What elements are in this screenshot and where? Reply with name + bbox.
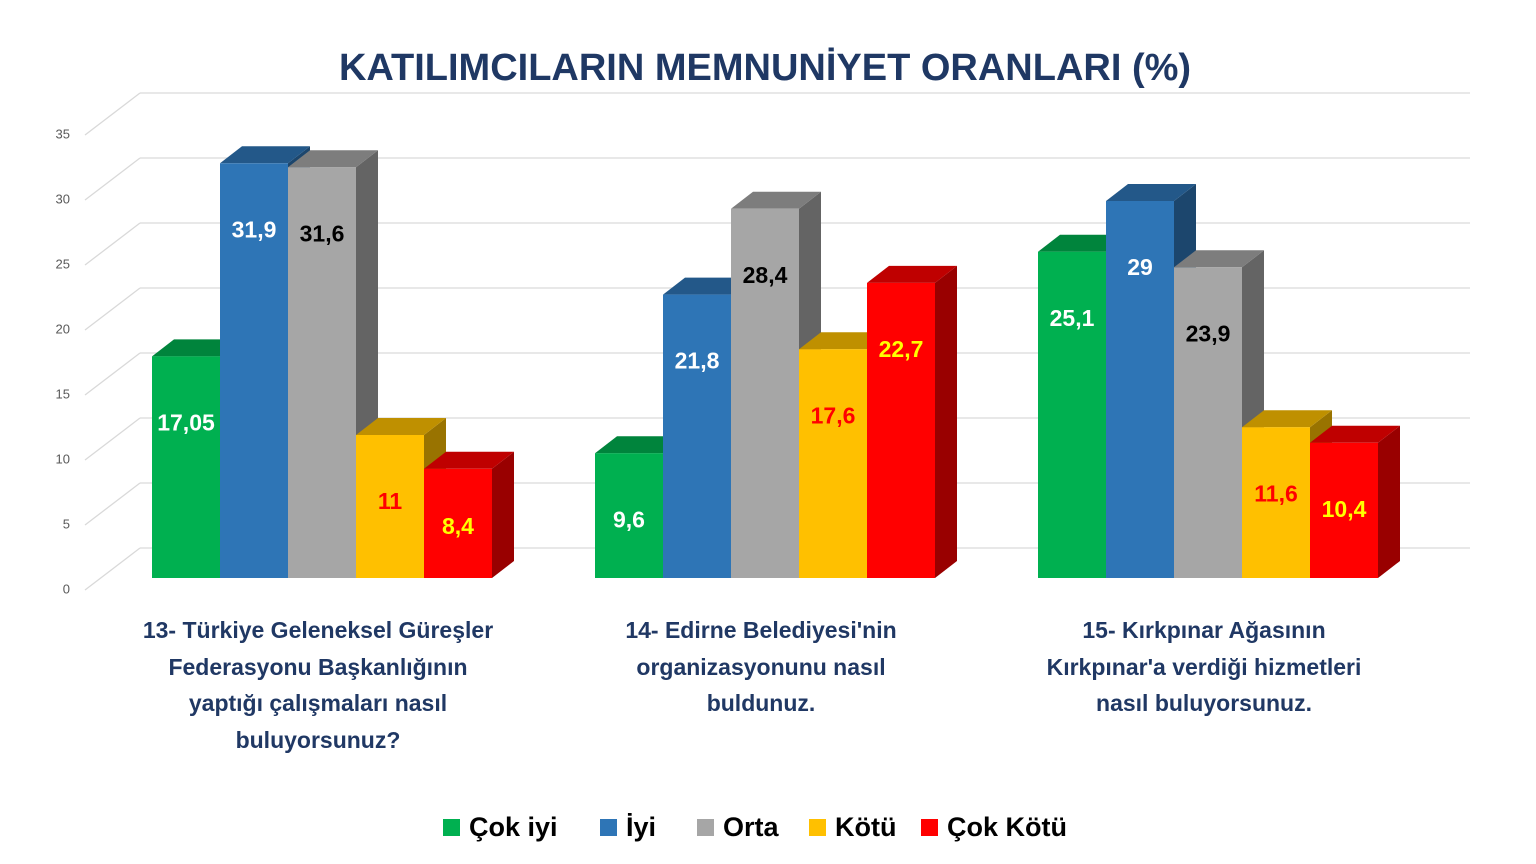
legend-swatch xyxy=(443,819,460,836)
legend-label: Çok Kötü xyxy=(947,812,1067,842)
bar xyxy=(1038,251,1106,578)
bar xyxy=(1310,442,1378,578)
bar xyxy=(220,163,288,579)
bar-side xyxy=(935,265,957,578)
value-label: 9,6 xyxy=(613,506,645,532)
grid-line xyxy=(84,287,141,331)
y-tick-label: 35 xyxy=(56,126,70,141)
bar-top xyxy=(867,265,957,283)
bar-top xyxy=(152,339,242,357)
bar-top xyxy=(288,150,378,168)
bar-top xyxy=(1106,184,1196,201)
bar xyxy=(1106,201,1174,578)
bar xyxy=(663,294,731,578)
grid-line xyxy=(84,417,141,461)
legend-swatch xyxy=(809,819,826,836)
y-tick-label: 25 xyxy=(56,256,70,271)
y-tick-label: 10 xyxy=(56,451,70,466)
y-tick-label: 5 xyxy=(63,516,70,531)
bar xyxy=(1174,267,1242,578)
bar-side xyxy=(492,451,514,578)
bar xyxy=(731,208,799,579)
bar xyxy=(1242,427,1310,578)
value-label: 23,9 xyxy=(1186,320,1231,346)
legend-swatch xyxy=(921,819,938,836)
bar xyxy=(424,468,492,578)
bar-top xyxy=(356,418,446,435)
y-tick-label: 30 xyxy=(56,191,70,206)
value-label: 25,1 xyxy=(1050,305,1095,331)
bar-top xyxy=(424,451,514,469)
legend-label: Çok iyi xyxy=(469,812,558,842)
grid-line xyxy=(84,482,141,526)
value-label: 22,7 xyxy=(879,336,924,362)
legend-label: İyi xyxy=(626,812,656,842)
bar-top xyxy=(595,436,685,454)
category-label: 14- Edirne Belediyesi'nin organizasyonun… xyxy=(625,617,897,716)
bar-side xyxy=(1378,425,1400,578)
category-label: 13- Türkiye Geleneksel Güreşler Federasy… xyxy=(142,617,494,753)
value-label: 11,6 xyxy=(1254,480,1298,506)
legend-swatch xyxy=(697,819,714,836)
value-label: 31,9 xyxy=(232,216,277,242)
y-tick-label: 15 xyxy=(56,386,70,401)
chart-title: KATILIMCILARIN MEMNUNİYET ORANLARI (%) xyxy=(339,47,1191,89)
value-label: 17,6 xyxy=(811,402,856,428)
category-label: 15- Kırkpınar Ağasının Kırkpınar'a verdi… xyxy=(1046,617,1362,716)
bar-top xyxy=(731,191,821,209)
grid-line xyxy=(84,352,141,396)
bar-top xyxy=(1242,410,1332,428)
grid-line xyxy=(84,92,141,136)
bar-top xyxy=(799,332,889,350)
grid-line xyxy=(84,157,141,201)
legend-swatch xyxy=(600,819,617,836)
value-label: 10,4 xyxy=(1322,496,1367,522)
bar xyxy=(152,356,220,578)
y-tick-label: 0 xyxy=(63,581,70,596)
bar-top xyxy=(1310,425,1400,443)
grid-line xyxy=(84,547,141,591)
y-tick-label: 20 xyxy=(56,321,70,336)
legend-label: Kötü xyxy=(835,812,896,842)
bar xyxy=(595,453,663,578)
bar xyxy=(288,167,356,578)
bar-top xyxy=(663,277,753,295)
value-label: 11 xyxy=(378,488,403,514)
value-label: 31,6 xyxy=(300,220,345,246)
bar-top xyxy=(1174,250,1264,268)
value-label: 8,4 xyxy=(442,513,474,539)
grid-line xyxy=(84,222,141,266)
bar xyxy=(356,435,424,578)
bar xyxy=(799,349,867,578)
value-label: 28,4 xyxy=(743,262,788,288)
legend-label: Orta xyxy=(723,812,780,842)
bar-top xyxy=(1038,234,1128,252)
bar xyxy=(867,282,935,578)
value-label: 17,05 xyxy=(157,409,215,435)
value-label: 29 xyxy=(1127,254,1153,280)
value-label: 21,8 xyxy=(675,348,720,374)
bar-top xyxy=(220,146,310,164)
